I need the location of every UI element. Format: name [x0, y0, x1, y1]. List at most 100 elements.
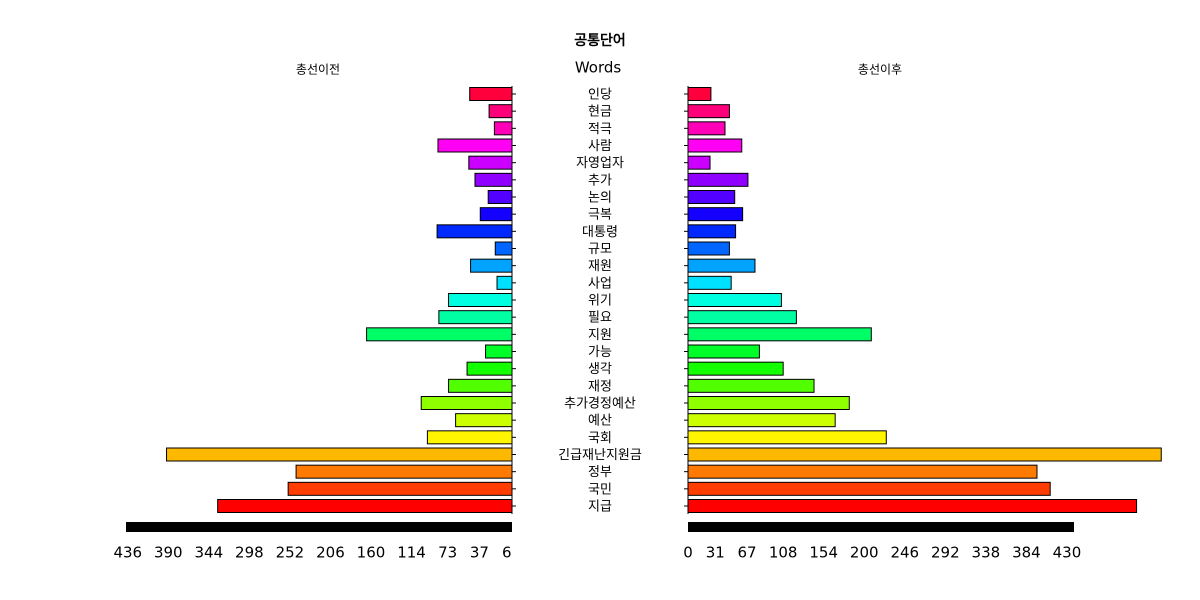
- category-label: 가능: [588, 345, 612, 360]
- chart-title: 공통단어: [574, 32, 626, 49]
- bar-left: [469, 87, 513, 101]
- bar-left: [470, 258, 513, 273]
- bar-left: [474, 172, 513, 187]
- bar-right: [687, 464, 1038, 479]
- bar-left: [287, 481, 513, 496]
- category-label: 규모: [588, 242, 612, 257]
- x-tick-label: 344: [195, 544, 224, 562]
- x-tick-label: 430: [1053, 544, 1082, 562]
- bar-left: [494, 241, 513, 256]
- x-tick-label: 206: [316, 544, 345, 562]
- x-tick-label: 292: [931, 544, 960, 562]
- category-label: 국민: [588, 482, 612, 497]
- category-label: 사람: [588, 139, 612, 154]
- legend-right: 총선이후: [858, 63, 902, 77]
- bar-right: [687, 275, 732, 290]
- category-label: 현금: [588, 105, 612, 120]
- bar-left: [420, 396, 513, 410]
- bar-right: [687, 413, 836, 428]
- x-tick-label: 154: [809, 544, 838, 562]
- bar-left: [448, 378, 513, 393]
- bar-right: [687, 293, 782, 307]
- x-tick-label: 114: [397, 544, 426, 562]
- category-label: 지급: [588, 500, 612, 515]
- x-tick-label: 436: [113, 544, 142, 562]
- bar-left: [485, 344, 513, 359]
- bar-left: [466, 361, 513, 376]
- bar-right: [687, 104, 730, 119]
- bar-right: [687, 481, 1051, 496]
- category-label: 재원: [588, 259, 612, 274]
- bar-right: [687, 327, 872, 342]
- bar-right: [687, 121, 726, 136]
- bar-right: [687, 155, 711, 170]
- category-label: 자영업자: [576, 156, 624, 171]
- x-tick-label: 390: [154, 544, 183, 562]
- bar-left: [488, 104, 513, 119]
- category-label: 지원: [588, 328, 612, 343]
- bar-right: [687, 241, 730, 256]
- bar-left: [438, 310, 513, 325]
- x-tick-label: 108: [769, 544, 798, 562]
- bar-left: [496, 275, 513, 290]
- bar-right: [687, 138, 743, 153]
- bar-right: [687, 378, 815, 393]
- bar-right: [687, 361, 784, 376]
- bar-right: [687, 258, 756, 273]
- bar-left: [448, 293, 513, 307]
- x-tick-label: 384: [1012, 544, 1041, 562]
- bar-left: [487, 190, 513, 204]
- bar-left: [295, 464, 513, 479]
- category-label: 필요: [588, 311, 612, 326]
- bar-left: [217, 499, 513, 513]
- bar-right: [687, 396, 850, 410]
- category-label: 인당: [588, 88, 612, 103]
- bar-left: [436, 224, 513, 239]
- category-label: 추가경정예산: [564, 397, 636, 412]
- x-tick-label: 338: [972, 544, 1001, 562]
- x-tick-label: 6: [502, 544, 512, 562]
- center-label: Words: [575, 59, 622, 77]
- x-tick-label: 252: [276, 544, 305, 562]
- bar-left: [426, 430, 513, 445]
- category-label: 극복: [588, 208, 612, 223]
- category-label: 국회: [588, 431, 612, 446]
- bar-right: [687, 190, 736, 204]
- category-label: 논의: [588, 191, 612, 206]
- x-tick-label: 246: [890, 544, 919, 562]
- category-label: 적극: [588, 122, 612, 137]
- category-label: 정부: [588, 465, 612, 480]
- bar-right: [687, 172, 749, 187]
- category-label: 추가: [588, 173, 612, 188]
- category-label: 사업: [588, 276, 612, 291]
- bar-right: [687, 224, 737, 239]
- bar-left: [493, 121, 513, 136]
- bar-left: [455, 413, 513, 428]
- bar-left: [468, 155, 513, 170]
- bar-left: [479, 207, 513, 222]
- bar-left: [437, 138, 513, 153]
- bar-right: [687, 499, 1138, 513]
- axis-left: [126, 522, 512, 532]
- bar-right: [687, 447, 1162, 462]
- x-tick-label: 67: [737, 544, 756, 562]
- legend-left: 총선이전: [296, 63, 340, 77]
- bar-left: [166, 447, 513, 462]
- bar-right: [687, 344, 760, 359]
- bar-right: [687, 430, 887, 445]
- category-label: 위기: [588, 294, 612, 309]
- category-label: 예산: [588, 414, 612, 429]
- bar-left: [366, 327, 513, 342]
- x-tick-label: 31: [706, 544, 725, 562]
- x-tick-label: 160: [357, 544, 386, 562]
- category-label: 재정: [588, 379, 612, 394]
- category-label: 생각: [588, 362, 612, 377]
- x-tick-label: 73: [438, 544, 457, 562]
- x-tick-label: 37: [470, 544, 489, 562]
- category-label: 대통령: [582, 225, 618, 240]
- x-tick-label: 298: [235, 544, 264, 562]
- x-tick-label: 0: [683, 544, 693, 562]
- bar-right: [687, 87, 712, 101]
- category-label: 긴급재난지원금: [558, 448, 642, 463]
